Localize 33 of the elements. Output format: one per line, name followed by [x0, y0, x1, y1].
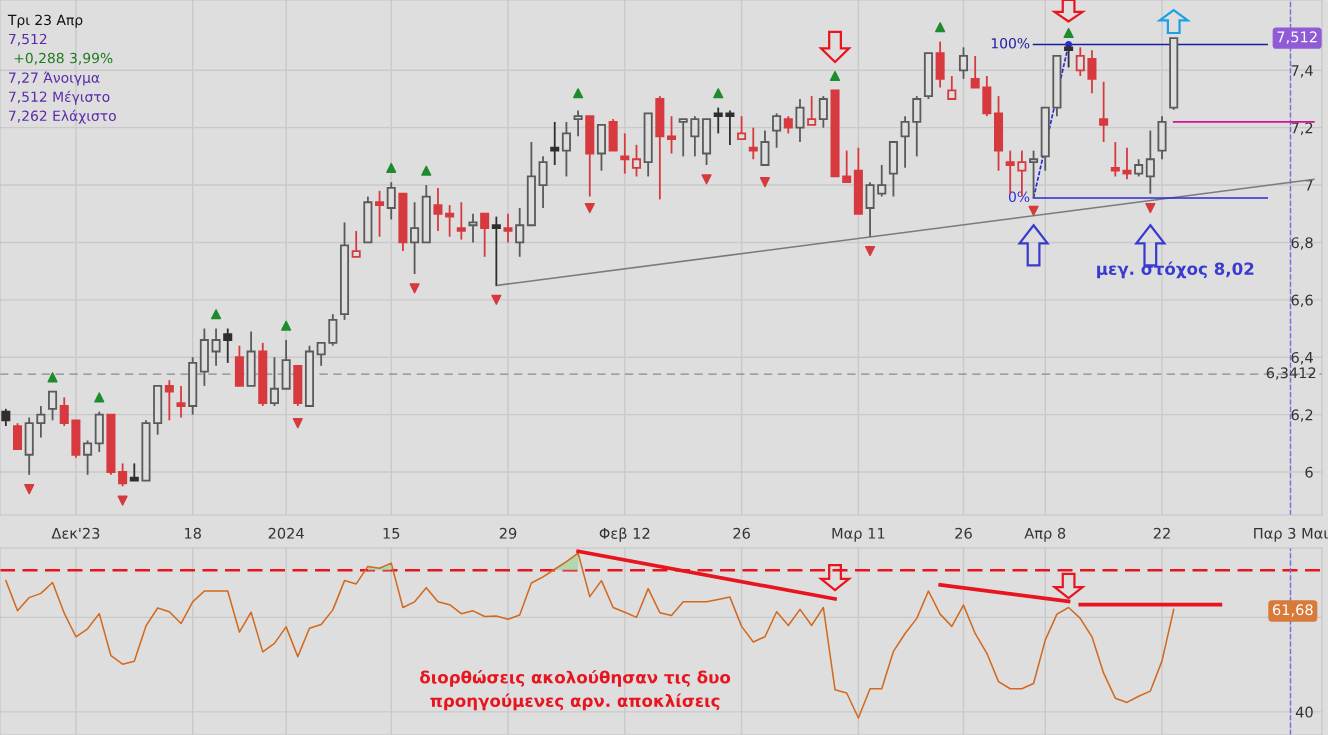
annotation: 7,512 [9, 33, 47, 46]
y-tick-label: 7 [1305, 179, 1313, 191]
annotation: Τρι 23 Απρ [7, 14, 83, 28]
annotation: +0,288 3,99% [14, 52, 113, 65]
y-tick-label: 6 [1305, 466, 1313, 478]
y-tick-label: 6,2 [1291, 409, 1313, 422]
x-tick-label: Φεβ 12 [599, 527, 650, 542]
annotation: 7,512 Μέγιστο [9, 90, 110, 105]
x-tick-label: 26 [955, 527, 972, 539]
x-tick-label: Παρ 3 Μαι [1254, 527, 1328, 542]
x-tick-label: 22 [1153, 527, 1170, 539]
y-tick-label: 7,4 [1291, 65, 1313, 78]
annotation: διορθώσεις ακολούθησαν τις δυο προηγούμενες αρν. αποκλίσεις [420, 669, 731, 711]
annotation: 7,262 Ελάχιστο [9, 109, 116, 124]
annotation: 7,27 Άνοιγμα [9, 71, 100, 86]
x-tick-label: Δεκ'23 [51, 527, 100, 539]
annotation: 7,512 [1277, 31, 1317, 44]
y-tick-label: 6,4 [1291, 351, 1313, 365]
y-tick-label: 40 [1295, 706, 1313, 718]
x-tick-label: 26 [733, 527, 750, 539]
x-tick-label: 2024 [268, 527, 304, 539]
x-tick-label: 15 [383, 527, 400, 539]
x-tick-label: Απρ 8 [1024, 527, 1066, 542]
y-tick-label: 6,8 [1291, 237, 1313, 250]
x-tick-label: Μαρ 11 [832, 527, 885, 542]
y-tick-label: 7,2 [1291, 122, 1313, 135]
y-tick-label: 6,6 [1291, 294, 1313, 308]
y-tick-label: 61,68 [1272, 604, 1313, 617]
x-tick-label: 18 [185, 527, 201, 539]
series-label: 100% [991, 38, 1030, 49]
x-tick-label: 29 [499, 527, 517, 539]
ref-line-label: 6,3412 [1266, 367, 1316, 380]
annotation: μεγ. στόχος 8,02 [1097, 261, 1254, 279]
